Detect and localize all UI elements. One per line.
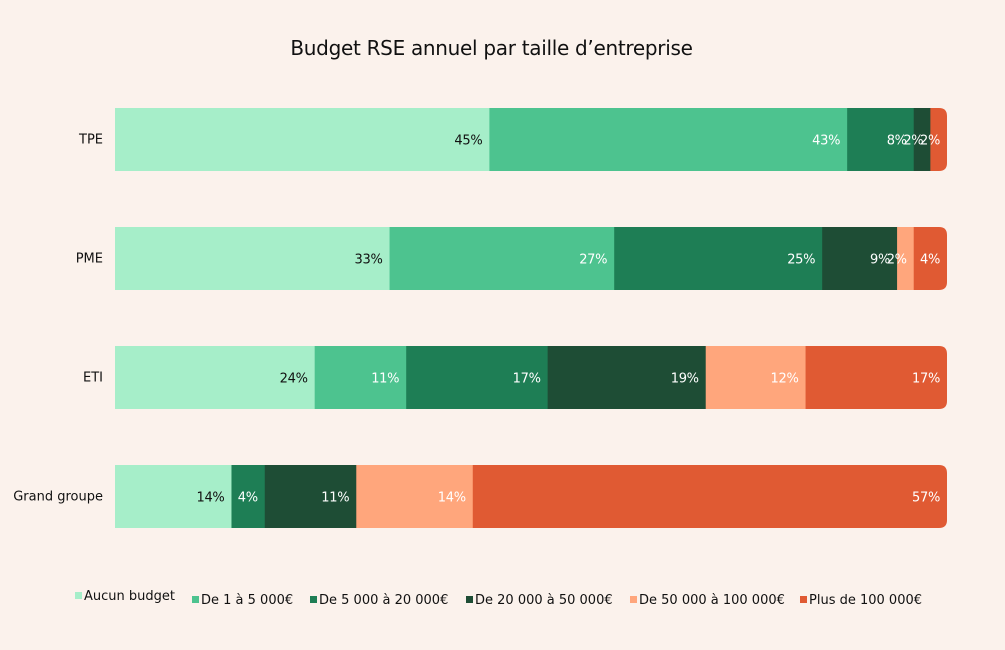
legend-item[interactable]: De 50 000 à 100 000€	[630, 593, 785, 608]
legend-item[interactable]: Aucun budget	[75, 589, 175, 604]
legend-swatch	[192, 596, 199, 603]
legend-label: De 5 000 à 20 000€	[319, 593, 449, 608]
data-label: 17%	[513, 372, 541, 387]
bar-group-pme: PME 33% 27% 25% 9%2% 4%	[76, 227, 947, 290]
bar-segment	[389, 227, 615, 290]
bar-segment	[847, 108, 915, 171]
data-label: 25%	[787, 253, 815, 268]
data-label: 33%	[355, 253, 383, 268]
legend-swatch	[800, 596, 807, 603]
data-label: 2%	[903, 134, 923, 149]
data-label: 45%	[454, 134, 482, 149]
bar-segment	[264, 465, 357, 528]
bar-segment	[913, 108, 931, 171]
bar-segment	[231, 465, 266, 528]
data-label: 14%	[438, 491, 466, 506]
legend-item[interactable]: De 20 000 à 50 000€	[466, 593, 613, 608]
bar-segment	[115, 227, 391, 290]
legend-swatch	[630, 596, 637, 603]
legend-item[interactable]: De 1 à 5 000€	[192, 593, 293, 608]
legend-label: De 1 à 5 000€	[201, 593, 294, 608]
legend-label: Aucun budget	[84, 589, 175, 604]
bar-group-grand-groupe: Grand groupe 14% 4% 11% 14% 57%	[13, 465, 947, 528]
bar-group-eti: ETI 24% 11% 17% 19% 12% 17%	[83, 346, 947, 409]
bar-segment	[614, 227, 823, 290]
data-label: 9%	[870, 253, 890, 268]
bar-segment	[705, 346, 807, 409]
bar-segment	[115, 465, 232, 528]
data-label: 43%	[812, 134, 840, 149]
bar-segment	[547, 346, 707, 409]
bar-segment	[314, 346, 407, 409]
legend-swatch	[75, 592, 82, 599]
bar-segment	[822, 227, 898, 290]
bar-segment	[805, 346, 947, 409]
data-label: 17%	[912, 372, 940, 387]
category-label: TPE	[78, 133, 103, 148]
data-label: 57%	[912, 491, 940, 506]
data-label: 4%	[920, 253, 940, 268]
bar-segment	[115, 108, 490, 171]
bar-segment	[115, 346, 316, 409]
legend-label: De 20 000 à 50 000€	[475, 593, 613, 608]
bar-segment	[930, 108, 947, 171]
bar-segment	[472, 465, 947, 528]
legend-swatch	[466, 596, 473, 603]
category-label: ETI	[83, 371, 103, 386]
legend: Aucun budget De 1 à 5 000€ De 5 000 à 20 0…	[0, 589, 1005, 613]
data-label: 4%	[238, 491, 258, 506]
legend-label: Plus de 100 000€	[809, 593, 923, 608]
data-label: 27%	[579, 253, 607, 268]
data-label: 11%	[371, 372, 399, 387]
data-label: 8%	[887, 134, 907, 149]
chart-title: Budget RSE annuel par taille d’entrepris…	[290, 36, 693, 60]
legend-label: De 50 000 à 100 000€	[639, 593, 785, 608]
stacked-bar-chart: TPE 45% 43% 8%2%2%PME 33% 27% 25% 9%2% 4%ETI 24% 1…	[13, 108, 947, 528]
data-label: 24%	[280, 372, 308, 387]
data-label: 19%	[671, 372, 699, 387]
data-label: 12%	[771, 372, 799, 387]
bar-segment	[406, 346, 549, 409]
legend-item[interactable]: Plus de 100 000€	[800, 593, 922, 608]
bar-segment	[913, 227, 947, 290]
data-label: 2%	[920, 134, 940, 149]
bar-segment	[356, 465, 474, 528]
data-label: 11%	[321, 491, 349, 506]
legend-item[interactable]: De 5 000 à 20 000€	[310, 593, 448, 608]
legend-swatch	[310, 596, 317, 603]
category-label: Grand groupe	[13, 490, 103, 505]
bar-segment	[489, 108, 848, 171]
category-label: PME	[76, 252, 103, 267]
data-label: 2%	[887, 253, 907, 268]
bar-segment	[897, 227, 915, 290]
bar-group-tpe: TPE 45% 43% 8%2%2%	[78, 108, 947, 171]
data-label: 14%	[196, 491, 224, 506]
